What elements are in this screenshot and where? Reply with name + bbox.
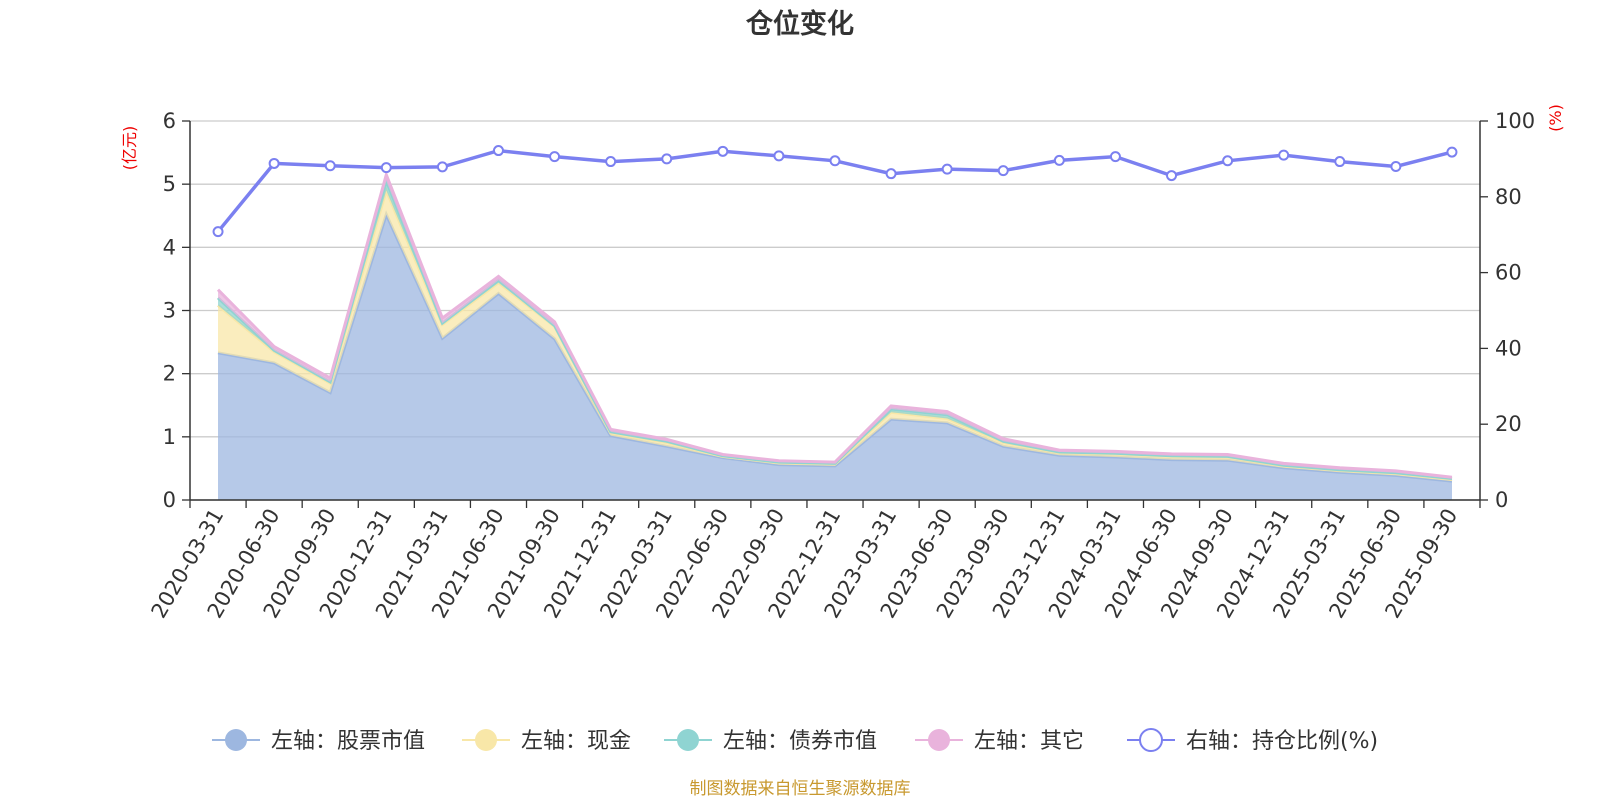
holding-ratio-series — [212, 145, 1458, 238]
holding-ratio-point — [212, 226, 224, 238]
holding-ratio-point — [1334, 156, 1346, 168]
legend-swatch-marker — [225, 729, 247, 751]
left-axis-tick-label: 4 — [163, 235, 176, 259]
left-axis-tick-label: 5 — [163, 172, 176, 196]
holding-ratio-point — [941, 163, 953, 175]
right-axis-tick-label: 40 — [1495, 336, 1522, 360]
legend-label: 左轴：现金 — [521, 729, 631, 754]
left-axis-unit: (亿元) — [120, 126, 139, 171]
left-axis-tick-label: 2 — [163, 362, 176, 386]
left-axis-tick-label: 0 — [163, 488, 176, 512]
holding-ratio-point — [717, 145, 729, 157]
left-axis-tick-label: 6 — [163, 109, 176, 133]
holding-ratio-point — [997, 165, 1009, 177]
right-axis-tick-label: 0 — [1495, 488, 1508, 512]
holding-ratio-point — [1109, 151, 1121, 163]
right-axis-tick-label: 20 — [1495, 412, 1522, 436]
legend-item: 左轴：股票市值 — [212, 729, 425, 754]
left-axis-tick-label: 1 — [163, 425, 176, 449]
legend-label: 左轴：股票市值 — [271, 729, 425, 754]
holding-ratio-point — [885, 168, 897, 180]
legend-item: 左轴：其它 — [915, 729, 1084, 754]
holding-ratio-point — [1390, 160, 1402, 172]
legend-swatch-marker — [1139, 728, 1163, 752]
legend-label: 左轴：其它 — [974, 729, 1084, 754]
right-axis-unit: (%) — [1546, 104, 1565, 132]
right-axis-tick-label: 80 — [1495, 185, 1522, 209]
holding-ratio-point — [1053, 154, 1065, 166]
holding-ratio-point — [1278, 149, 1290, 161]
area-series-1 — [218, 214, 1452, 500]
legend-swatch-marker — [677, 729, 699, 751]
right-axis-tick-label: 100 — [1495, 109, 1535, 133]
legend-label: 左轴：债券市值 — [723, 729, 877, 754]
holding-ratio-point — [549, 151, 561, 163]
area-series-edge-4 — [216, 169, 1453, 479]
holding-ratio-point — [436, 161, 448, 173]
holding-ratio-point — [661, 153, 673, 165]
holding-ratio-point — [1222, 155, 1234, 167]
data-source-note: 制图数据来自恒生聚源数据库 — [690, 779, 911, 799]
holding-ratio-point — [773, 150, 785, 162]
legend-item: 左轴：现金 — [462, 729, 631, 754]
stacked-areas — [216, 169, 1453, 500]
legend-item: 左轴：债券市值 — [664, 729, 877, 754]
holding-ratio-point — [1166, 170, 1178, 182]
left-axis-tick-label: 3 — [163, 299, 176, 323]
legend-swatch-marker — [928, 729, 950, 751]
chart-title: 仓位变化 — [745, 8, 854, 40]
holding-ratio-point — [1446, 146, 1458, 158]
legend-swatch-marker — [475, 729, 497, 751]
legend: 左轴：股票市值 左轴：现金 左轴：债券市值 左轴：其它 右轴：持仓比例(%) — [212, 728, 1378, 754]
holding-ratio-point — [268, 157, 280, 169]
holding-ratio-point — [829, 155, 841, 167]
holding-ratio-point — [380, 162, 392, 174]
holding-ratio-point — [324, 160, 336, 172]
holding-ratio-point — [492, 145, 504, 157]
right-axis-tick-label: 60 — [1495, 261, 1522, 285]
legend-item: 右轴：持仓比例(%) — [1127, 728, 1378, 754]
holding-ratio-point — [605, 156, 617, 168]
legend-label: 右轴：持仓比例(%) — [1186, 729, 1378, 754]
